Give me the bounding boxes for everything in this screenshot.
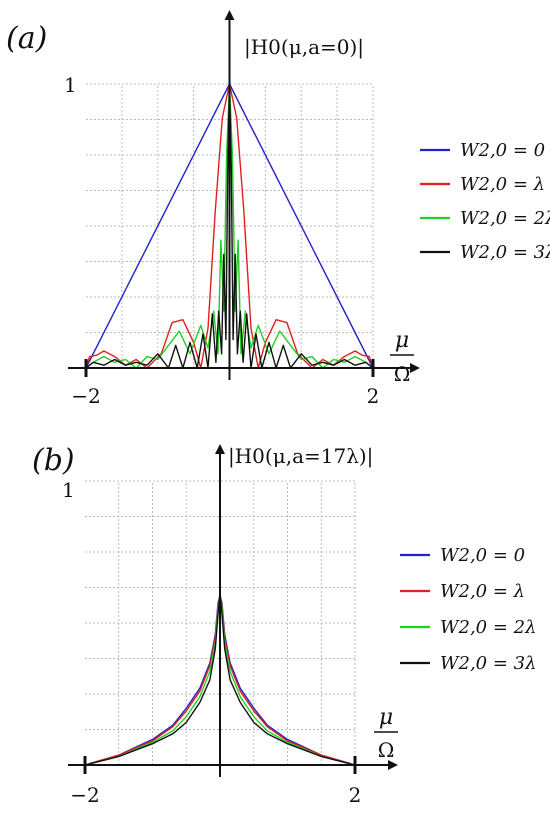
y-tick-label: 1: [62, 478, 75, 502]
x-tick-label: −2: [70, 783, 99, 807]
x-axis-arrow: [410, 363, 420, 373]
x-axis-label-omega: Ω: [378, 738, 395, 762]
grid-lines: [85, 480, 356, 765]
legend-label: W2,0 = 2λ: [440, 617, 537, 638]
legend-label: W2,0 = 0: [440, 545, 525, 566]
legend-label: W2,0 = 2λ: [460, 208, 550, 229]
legend-label: W2,0 = λ: [440, 581, 525, 602]
x-tick-label: 2: [349, 783, 362, 807]
panel-label: (a): [6, 21, 47, 56]
y-axis-label: |H0(μ,a=17λ)|: [228, 444, 373, 469]
y-axis-arrow: [224, 10, 235, 20]
x-tick-label: −2: [71, 384, 100, 408]
x-axis-arrow: [388, 760, 398, 770]
legend: W2,0 = 0 W2,0 = λ W2,0 = 2λ W2,0 = 3λ: [420, 140, 550, 263]
y-axis-label: |H0(μ,a=0)|: [244, 35, 364, 60]
legend-label: W2,0 = 3λ: [460, 242, 550, 263]
x-tick-label: 2: [367, 384, 380, 408]
legend-label: W2,0 = λ: [460, 174, 545, 195]
panel-label: (b): [32, 443, 75, 478]
x-axis-label-mu: μ: [395, 328, 409, 353]
legend-label: W2,0 = 0: [460, 140, 545, 161]
legend: W2,0 = 0 W2,0 = λ W2,0 = 2λ W2,0 = 3λ: [400, 545, 537, 674]
legend-label: W2,0 = 3λ: [440, 653, 537, 674]
y-tick-label: 1: [64, 73, 77, 97]
x-axis-label-mu: μ: [379, 705, 393, 730]
x-axis-label-omega: Ω: [394, 362, 411, 386]
y-axis-arrow: [215, 444, 225, 454]
